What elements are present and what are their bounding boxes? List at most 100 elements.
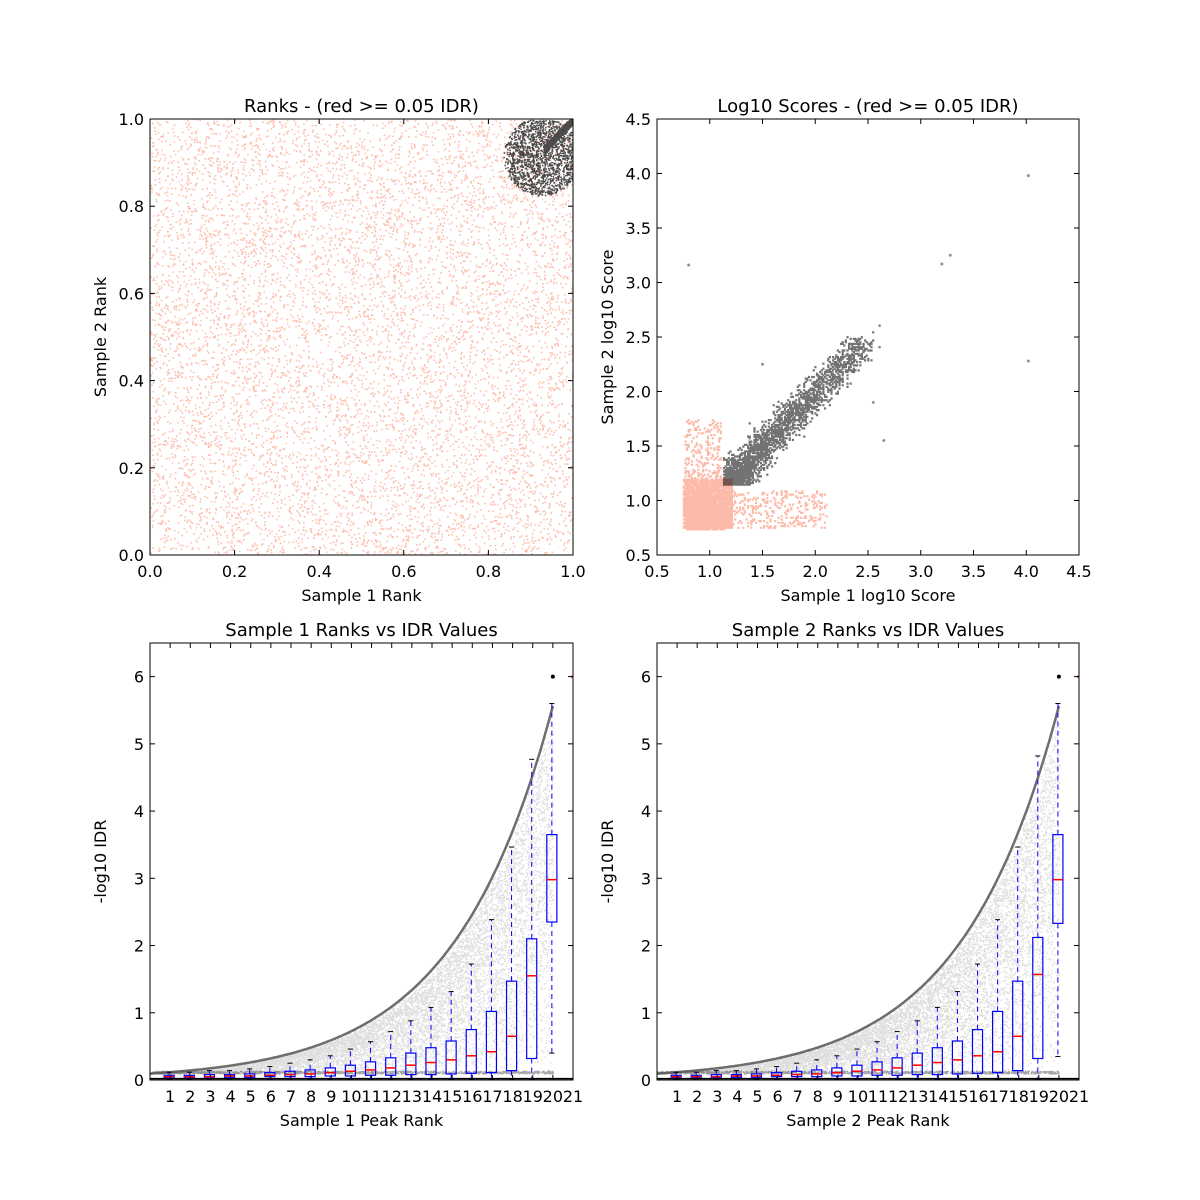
x-tick-label: 3.5 [961, 562, 986, 581]
box-bin-19 [1032, 755, 1044, 1080]
x-tick-label: 20 [543, 1087, 563, 1106]
x-tick-label: 5 [752, 1087, 762, 1106]
box-iqr [385, 1057, 397, 1076]
x-tick-label: 11 [868, 1087, 888, 1106]
box-bin-4 [223, 1070, 236, 1080]
x-tick-label: 15 [442, 1087, 462, 1106]
box-iqr [526, 938, 538, 1060]
box-bin-10 [344, 1048, 357, 1080]
outlier-point [882, 439, 886, 443]
x-tick-label: 10 [848, 1087, 868, 1106]
x-tick-label: 8 [306, 1087, 316, 1106]
box-iqr [991, 1010, 1004, 1074]
box-iqr [546, 834, 558, 923]
box-bin-1 [670, 1071, 682, 1080]
y-tick-label: 4.0 [626, 165, 651, 184]
panel-title: Log10 Scores - (red >= 0.05 IDR) [717, 96, 1018, 117]
y-tick-label: 2 [134, 937, 144, 956]
box-iqr [1032, 936, 1044, 1060]
box-bin-2 [183, 1071, 195, 1080]
box-bin-18 [1012, 846, 1024, 1080]
box-iqr [485, 1010, 498, 1074]
y-tick-label: 4.5 [626, 110, 651, 129]
box-iqr [871, 1061, 883, 1076]
y-tick-label: 1 [134, 1004, 144, 1023]
x-tick-label: 0.2 [222, 562, 247, 581]
y-tick-label: 6 [641, 668, 651, 687]
outlier-point [761, 362, 764, 366]
y-axis-label: -log10 IDR [91, 820, 110, 904]
x-tick-label: 4 [732, 1087, 742, 1106]
plot-layer [150, 674, 573, 1080]
x-tick-label: 1.0 [697, 562, 722, 581]
y-tick-label: 0.0 [119, 546, 144, 565]
x-tick-label: 3.0 [908, 562, 933, 581]
box-iqr [891, 1057, 903, 1076]
x-tick-label: 2 [692, 1087, 702, 1106]
x-tick-label: 0.6 [391, 562, 416, 581]
y-tick-label: 0.2 [119, 459, 144, 478]
y-tick-label: 2.5 [626, 328, 651, 347]
panel-sample1-idr: 1 2 3 4 5 6 7 8 9 10 11 12 13 14 15 16 17 18 19 20 210123456… [91, 620, 583, 1130]
box-iqr [505, 980, 518, 1072]
x-tick-label: 6 [266, 1087, 276, 1106]
box-iqr [1012, 980, 1024, 1072]
points-layer [150, 119, 573, 555]
x-tick-label: 12 [382, 1087, 402, 1106]
x-tick-label: 21 [1069, 1087, 1089, 1106]
x-tick-label: 17 [482, 1087, 502, 1106]
axes-frame [149, 642, 574, 1081]
x-tick-label: 19 [523, 1087, 543, 1106]
box-iqr [971, 1028, 984, 1074]
box-bin-19 [526, 758, 538, 1080]
box-bin-6 [770, 1066, 783, 1080]
box-bin-3 [710, 1070, 722, 1080]
x-tick-label: 16 [462, 1087, 482, 1106]
box-iqr [911, 1052, 923, 1076]
series-high-idr-points [722, 324, 881, 486]
box-bin-7 [791, 1062, 803, 1080]
outlier-point [871, 400, 875, 404]
box-bin-5 [244, 1068, 256, 1080]
x-tick-label: 18 [502, 1087, 522, 1106]
y-tick-label: 2 [641, 937, 651, 956]
box-iqr [364, 1061, 377, 1076]
y-tick-label: 0.5 [626, 546, 651, 565]
y-tick-label: 2.0 [626, 383, 651, 402]
y-tick-label: 1.0 [626, 492, 651, 511]
x-tick-label: 0.5 [644, 562, 669, 581]
x-tick-label: 3 [712, 1087, 722, 1106]
box-bin-14 [931, 1006, 943, 1080]
box-bin-17 [991, 919, 1004, 1080]
x-tick-label: 7 [286, 1087, 296, 1106]
box-bin-10 [851, 1048, 863, 1080]
series-low-idr-points [150, 119, 573, 555]
panel-title: Ranks - (red >= 0.05 IDR) [244, 96, 479, 117]
y-tick-label: 0.6 [119, 284, 144, 303]
x-axis-label: Sample 1 Peak Rank [280, 1111, 444, 1130]
box-bin-20 [546, 703, 558, 1054]
outlier-point [948, 253, 952, 257]
x-tick-label: 2.5 [855, 562, 880, 581]
series-low-idr-points [682, 419, 828, 531]
x-tick-label: 3 [205, 1087, 215, 1106]
x-tick-label: 0.8 [476, 562, 501, 581]
box-bin-6 [264, 1066, 276, 1080]
x-axis-label: Sample 1 log10 Score [781, 586, 956, 605]
y-tick-label: 5 [641, 735, 651, 754]
x-tick-label: 11 [361, 1087, 381, 1106]
y-tick-label: 1.5 [626, 437, 651, 456]
x-tick-label: 0.0 [137, 562, 162, 581]
box-iqr [465, 1028, 477, 1074]
box-bin-9 [324, 1055, 336, 1080]
box-bin-12 [385, 1031, 397, 1080]
x-tick-label: 17 [988, 1087, 1008, 1106]
x-tick-label: 4.0 [1014, 562, 1039, 581]
box-bin-14 [425, 1006, 437, 1080]
y-tick-label: 3 [641, 869, 651, 888]
points-layer [682, 174, 1030, 531]
box-bin-13 [405, 1020, 417, 1080]
x-tick-label: 1 [672, 1087, 682, 1106]
y-axis-label: Sample 2 Rank [91, 276, 110, 397]
